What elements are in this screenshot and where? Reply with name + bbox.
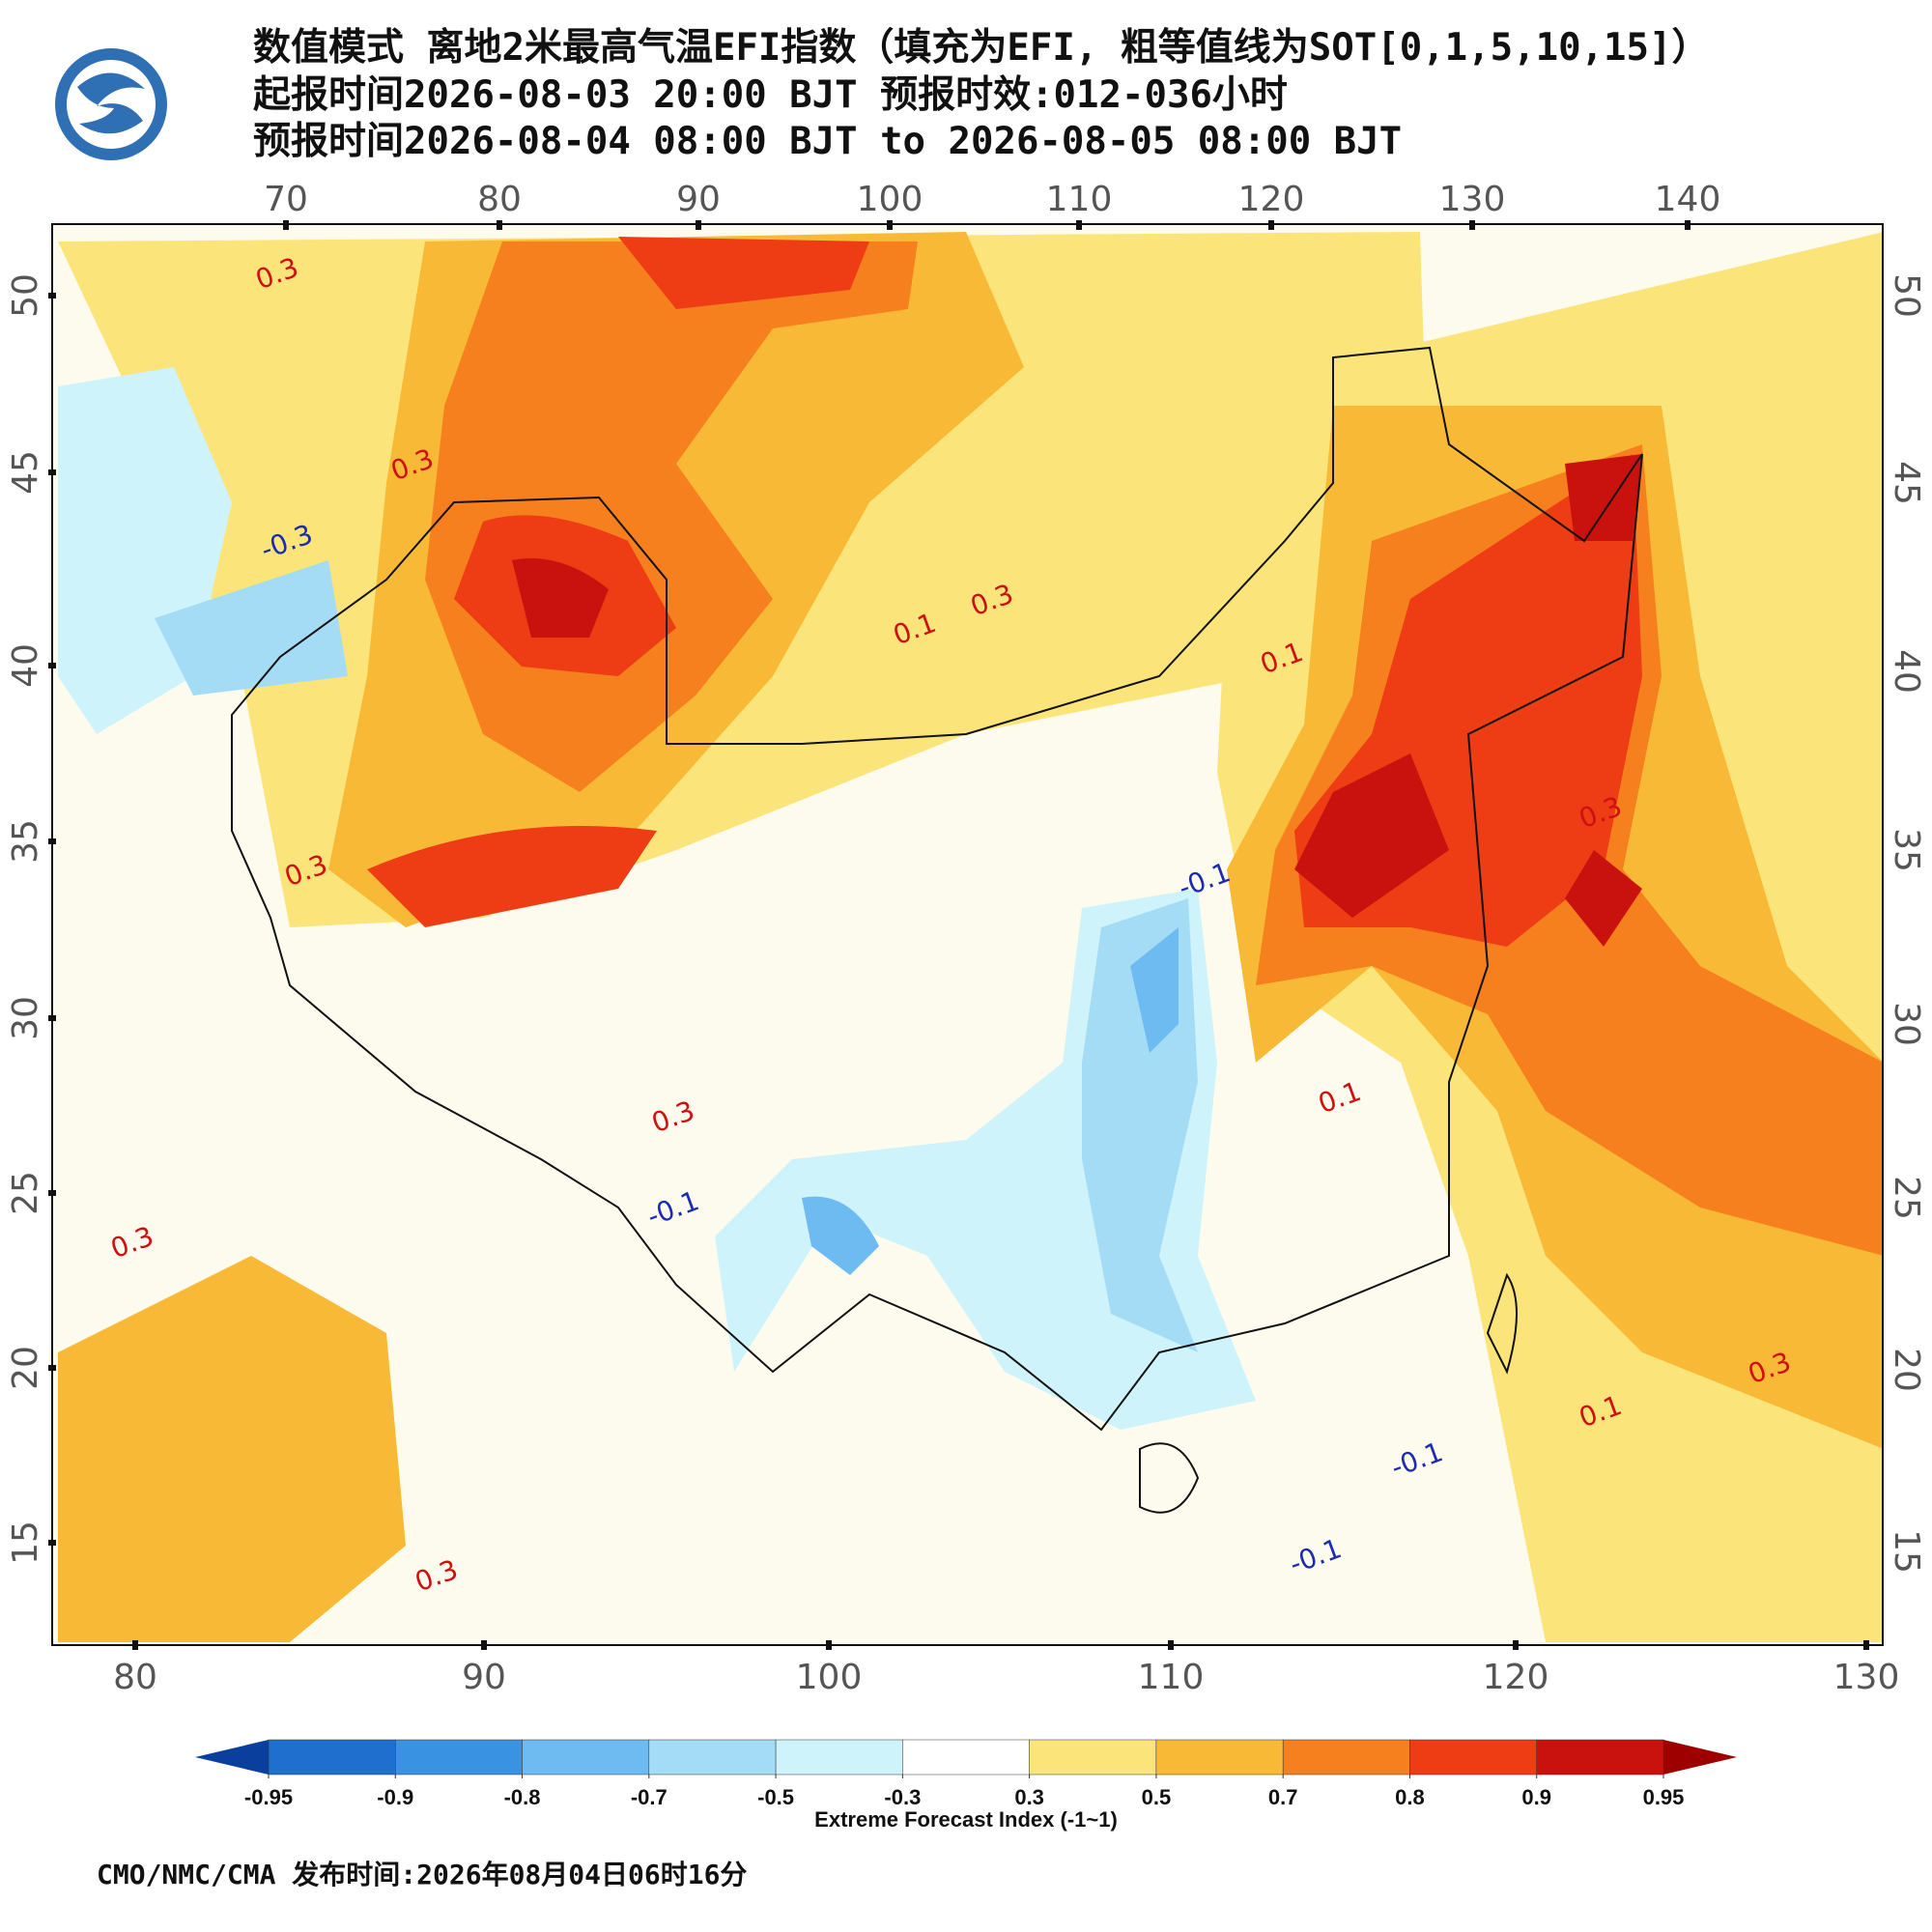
lat-tick-label: 25	[1887, 1176, 1926, 1220]
colorbar-arrow	[1663, 1740, 1737, 1775]
colorbar-tick-label: -0.5	[757, 1785, 794, 1809]
colorbar-box	[1029, 1739, 1157, 1776]
lat-tick-label: 50	[6, 273, 45, 318]
colorbar: -0.95 -0.9 -0.8 -0.7 -0.5 -0.3 0.3 0.5 0.7 0.8 0.9…	[195, 1739, 1737, 1809]
lon-tick-label: 130	[1439, 180, 1506, 219]
lon-tick-label: 100	[857, 180, 923, 219]
colorbar-tick-label: 0.8	[1395, 1785, 1425, 1809]
lat-tick-label: 30	[1887, 1002, 1926, 1046]
colorbar-tick-label: -0.3	[884, 1785, 921, 1809]
lat-tick-label: 40	[6, 643, 45, 688]
colorbar-box	[268, 1739, 396, 1776]
colorbar-box	[522, 1739, 650, 1776]
lat-tick-label: 15	[1887, 1529, 1926, 1574]
lat-tick-label: 45	[6, 450, 45, 495]
colorbar-tick-label: 0.5	[1142, 1785, 1172, 1809]
lon-tick-label: 120	[1483, 1658, 1549, 1697]
lon-tick-label: 100	[796, 1658, 863, 1697]
colorbar-box	[775, 1739, 903, 1776]
colorbar-label: Extreme Forecast Index (-1~1)	[814, 1807, 1118, 1832]
lon-tick-label: 90	[676, 180, 721, 219]
colorbar-tick-label: -0.8	[504, 1785, 541, 1809]
logo	[55, 48, 167, 160]
lat-tick-label: 45	[1887, 461, 1926, 505]
colorbar-box	[648, 1739, 777, 1776]
colorbar-box	[1282, 1739, 1410, 1776]
colorbar-box	[395, 1739, 523, 1776]
lon-tick-label: 110	[1138, 1658, 1205, 1697]
lon-tick-label: 110	[1046, 180, 1113, 219]
colorbar-box	[1155, 1739, 1284, 1776]
colorbar-tick-label: 0.95	[1643, 1785, 1685, 1809]
colorbar-tick-label: 0.7	[1268, 1785, 1298, 1809]
footer: CMO/NMC/CMA 发布时间:2026年08月04日06时16分	[97, 1859, 747, 1890]
lon-tick-label: 90	[462, 1658, 506, 1697]
lon-tick-label: 130	[1833, 1658, 1900, 1697]
lat-tick-label: 25	[6, 1171, 45, 1215]
lat-tick-label: 15	[6, 1520, 45, 1565]
colorbar-tick-label: -0.9	[377, 1785, 413, 1809]
lon-tick-label: 80	[477, 180, 522, 219]
lat-tick-label: 35	[1887, 828, 1926, 872]
issue-time: 起报时间2026-08-03 20:00 BJT 预报时效:012-036小时	[253, 73, 1288, 117]
lat-tick-label: 40	[1887, 649, 1926, 694]
lon-tick-label: 70	[264, 180, 308, 219]
lat-tick-label: 35	[6, 819, 45, 864]
lat-tick-label: 30	[6, 996, 45, 1040]
colorbar-arrow	[195, 1740, 269, 1775]
lon-tick-label: 140	[1655, 180, 1721, 219]
colorbar-tick-label: 0.3	[1014, 1785, 1044, 1809]
colorbar-tick-label: 0.9	[1521, 1785, 1551, 1809]
title: 数值模式 离地2米最高气温EFI指数（填充为EFI, 粗等值线为SOT[0,1,…	[253, 26, 1709, 70]
colorbar-box	[1409, 1739, 1537, 1776]
valid-time: 预报时间2026-08-04 08:00 BJT to 2026-08-05 0…	[253, 120, 1402, 163]
colorbar-box	[902, 1739, 1030, 1776]
colorbar-box	[1536, 1739, 1664, 1776]
lat-tick-label: 20	[1887, 1348, 1926, 1392]
colorbar-tick-label: -0.95	[244, 1785, 293, 1809]
lat-tick-label: 50	[1887, 273, 1926, 318]
efi-fill	[58, 232, 1884, 1642]
map: 0.30.3-0.30.10.30.10.30.3 -0.10.3-0.10.30…	[51, 223, 1884, 1646]
colorbar-tick-label: -0.7	[631, 1785, 668, 1809]
lon-tick-label: 80	[113, 1658, 157, 1697]
lon-tick-label: 120	[1238, 180, 1305, 219]
lat-tick-label: 20	[6, 1346, 45, 1390]
